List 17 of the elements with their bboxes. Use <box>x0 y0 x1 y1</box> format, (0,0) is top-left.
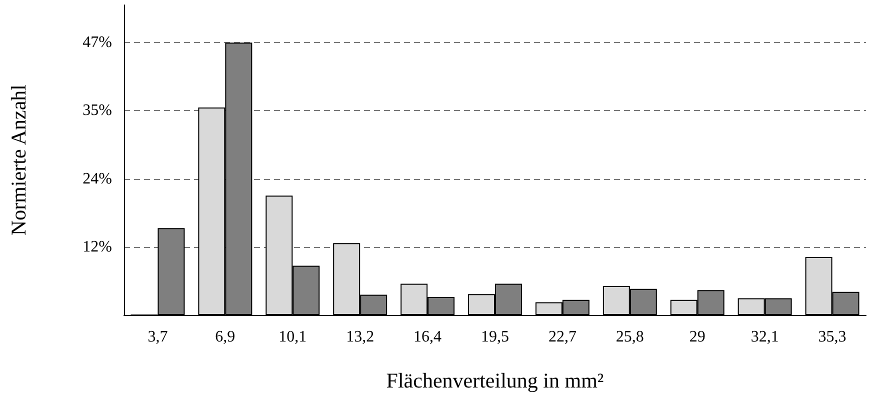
x-tick-label: 25,8 <box>616 328 644 346</box>
x-axis-title: Flächenverteilung in mm² <box>386 368 604 392</box>
y-tick-label: 12% <box>82 238 112 256</box>
x-tick-label: 10,1 <box>278 328 307 346</box>
x-tick-label: 16,4 <box>414 328 442 346</box>
x-tick-label: 19,5 <box>481 328 509 346</box>
x-tick-label: 29 <box>689 328 706 346</box>
y-tick-label: 35% <box>82 102 112 120</box>
x-tick-label: 32,1 <box>750 328 779 346</box>
y-axis-title: Normierte Anzahl <box>6 84 30 236</box>
x-tick-label: 13,2 <box>346 328 374 346</box>
x-tick-label: 35,3 <box>818 328 846 346</box>
y-tick-label: 24% <box>82 170 112 188</box>
x-tick-label: 3,7 <box>148 328 168 346</box>
x-tick-label: 22,7 <box>548 328 576 346</box>
x-tick-label: 6,9 <box>215 328 236 346</box>
y-tick-label: 47% <box>82 34 112 52</box>
